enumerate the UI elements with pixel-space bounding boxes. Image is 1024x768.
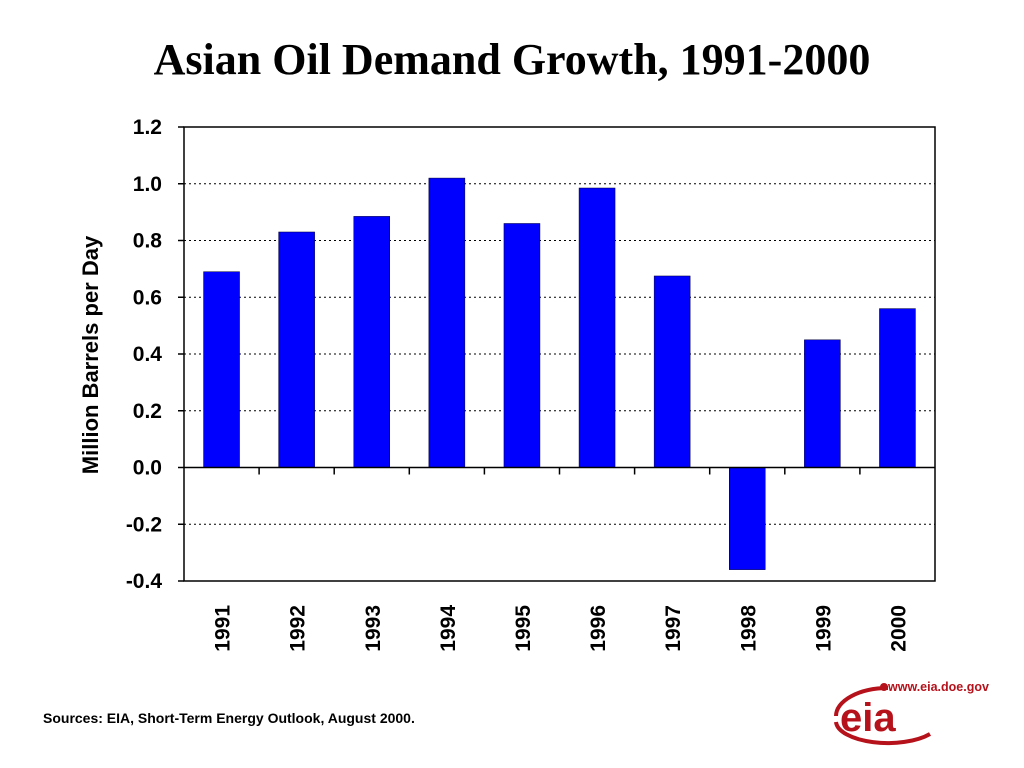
bars (203, 177, 916, 570)
y-tick-label: 0.0 (133, 457, 162, 480)
axes (178, 126, 936, 582)
bar-1999 (804, 339, 841, 468)
bar-chart: -0.4 -0.2 0.0 0.2 0.4 0.6 0.8 1.0 1.2 1991 1992 199… (78, 116, 936, 652)
y-tick-label: -0.2 (126, 513, 162, 536)
bar-1991 (203, 271, 240, 468)
eia-url-link[interactable]: www.eia.doe.gov (888, 680, 989, 694)
y-tick-label: 1.2 (133, 116, 162, 139)
bar-1994 (428, 177, 466, 468)
eia-logo-mark: eia (834, 683, 932, 746)
y-tick-label: 0.2 (133, 400, 162, 423)
x-tick-label: 1995 (512, 605, 535, 652)
x-tick-label: 1996 (587, 605, 610, 652)
bar-1998 (729, 467, 766, 570)
bar-1993 (353, 216, 390, 468)
bar-2000 (879, 308, 916, 468)
tick-labels: -0.4 -0.2 0.0 0.2 0.4 0.6 0.8 1.0 1.2 1991 1992 199… (126, 116, 911, 652)
eia-logo[interactable]: eia www.eia.doe.gov (830, 676, 1010, 746)
bar-1992 (278, 231, 315, 468)
x-tick-label: 2000 (887, 605, 910, 652)
bar-1995 (503, 223, 541, 468)
x-tick-label: 1994 (437, 605, 460, 652)
y-tick-label: 0.6 (133, 286, 162, 309)
y-tick-label: 0.8 (133, 230, 163, 253)
y-axis-label: Million Barrels per Day (78, 235, 103, 474)
x-tick-label: 1999 (812, 605, 835, 652)
x-tick-label: 1991 (212, 605, 235, 652)
y-tick-label: 1.0 (133, 173, 162, 196)
y-tick-label: 0.4 (133, 343, 163, 366)
x-tick-label: 1992 (287, 605, 310, 652)
bar-1997 (653, 275, 691, 468)
eia-logo-text: eia (840, 696, 896, 740)
chart-title: Asian Oil Demand Growth, 1991-2000 (153, 35, 871, 84)
bar-1996 (578, 187, 616, 468)
source-note: Sources: EIA, Short-Term Energy Outlook,… (43, 710, 415, 726)
x-tick-label: 1993 (362, 605, 385, 652)
x-tick-label: 1997 (662, 605, 685, 652)
x-tick-label: 1998 (737, 605, 760, 652)
y-tick-label: -0.4 (126, 570, 163, 593)
